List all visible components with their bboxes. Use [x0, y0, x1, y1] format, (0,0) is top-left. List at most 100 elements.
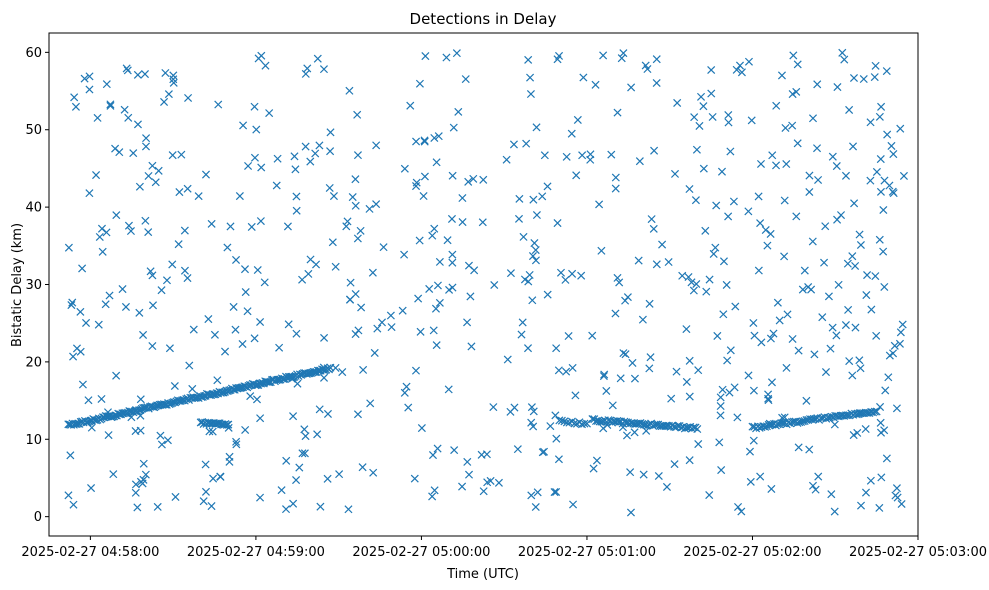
data-point: [735, 61, 745, 70]
data-point: [118, 285, 127, 294]
data-point: [94, 320, 103, 329]
data-point: [95, 232, 104, 242]
y-axis-label: Bistatic Delay (km): [10, 223, 25, 347]
data-point: [804, 283, 813, 292]
data-point: [877, 102, 886, 111]
data-point: [880, 176, 889, 185]
data-point: [254, 54, 263, 63]
data-point: [315, 405, 324, 414]
data-point: [616, 374, 625, 383]
data-point: [250, 153, 259, 162]
data-point: [848, 252, 857, 261]
data-point: [144, 228, 153, 237]
data-point: [165, 344, 174, 353]
data-point: [884, 373, 893, 382]
data-point: [845, 357, 854, 366]
data-point: [133, 70, 142, 79]
data-point: [222, 420, 231, 429]
data-points: [64, 48, 908, 517]
data-point: [153, 502, 162, 511]
data-point: [737, 68, 746, 77]
data-point: [205, 427, 214, 436]
data-point: [883, 130, 892, 139]
data-point: [599, 51, 608, 60]
data-point: [812, 144, 822, 153]
data-point: [64, 243, 73, 252]
data-point: [406, 101, 415, 110]
data-point: [133, 120, 142, 129]
data-point: [879, 205, 888, 215]
data-point: [275, 343, 284, 352]
data-point: [320, 333, 329, 342]
data-point: [139, 330, 148, 339]
data-point: [821, 368, 830, 377]
data-point: [810, 350, 819, 359]
data-point: [539, 447, 549, 456]
data-point: [562, 367, 571, 376]
data-point: [253, 265, 262, 275]
data-point: [833, 83, 842, 92]
data-point: [256, 217, 265, 226]
data-point: [882, 454, 891, 463]
data-point: [410, 474, 419, 483]
data-point: [452, 49, 461, 58]
data-point: [808, 481, 817, 490]
data-point: [82, 418, 91, 427]
data-point: [412, 182, 421, 191]
data-point: [201, 487, 210, 496]
data-point: [311, 149, 320, 158]
plot-frame: [48, 32, 919, 537]
data-point: [421, 52, 430, 61]
data-point: [654, 471, 663, 481]
data-point: [151, 178, 160, 187]
data-point: [494, 478, 503, 487]
data-point: [250, 334, 259, 343]
data-point: [732, 65, 741, 74]
data-point: [523, 344, 533, 353]
data-point: [692, 145, 701, 154]
data-point: [662, 482, 671, 491]
data-point: [716, 411, 725, 420]
data-point: [448, 283, 457, 292]
data-point: [621, 296, 630, 305]
data-point: [486, 476, 495, 485]
data-point: [188, 384, 197, 393]
data-point: [780, 252, 789, 261]
data-point: [745, 447, 755, 456]
data-point: [290, 152, 299, 161]
data-point: [68, 298, 77, 307]
data-point: [634, 256, 643, 265]
data-point: [301, 432, 310, 441]
data-point: [707, 65, 716, 75]
data-point: [101, 300, 110, 309]
data-point: [595, 200, 604, 209]
data-point: [402, 382, 411, 391]
data-point: [204, 315, 213, 324]
data-point: [561, 275, 570, 284]
data-point: [756, 472, 765, 481]
data-point: [351, 201, 360, 210]
data-point: [591, 80, 600, 89]
data-point: [368, 268, 377, 277]
data-point: [818, 313, 827, 322]
data-point: [445, 285, 454, 294]
data-point: [289, 499, 298, 508]
data-point: [174, 240, 183, 249]
data-point: [747, 116, 756, 125]
data-point: [897, 499, 906, 509]
data-point: [872, 167, 881, 176]
data-point: [531, 256, 540, 265]
data-point: [862, 291, 871, 300]
data-point: [763, 241, 772, 250]
data-point: [180, 226, 189, 235]
data-point: [463, 457, 472, 466]
data-point: [369, 468, 378, 477]
y-tick-label-4: 40: [25, 201, 42, 216]
data-point: [867, 305, 876, 314]
data-point: [570, 419, 579, 428]
data-point: [838, 48, 847, 57]
data-point: [793, 60, 802, 69]
data-point: [69, 352, 78, 361]
data-point: [805, 187, 814, 197]
data-point: [506, 269, 515, 278]
